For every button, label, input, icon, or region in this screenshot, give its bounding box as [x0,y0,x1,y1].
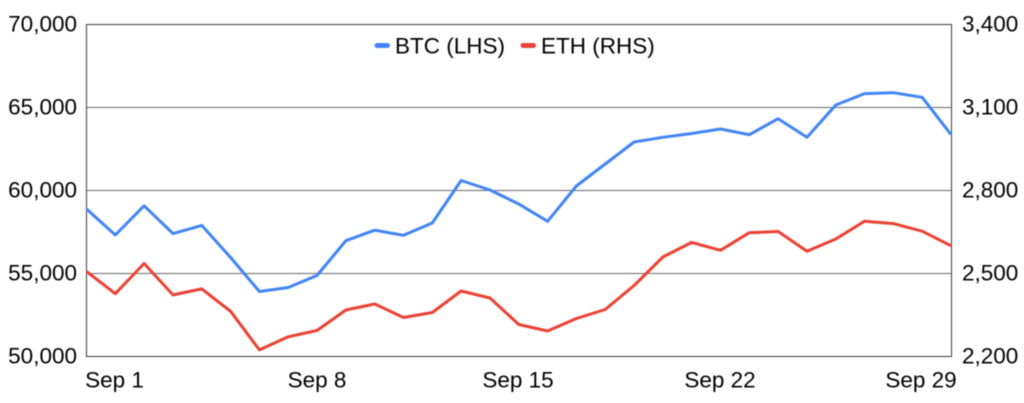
svg-text:3,100: 3,100 [962,94,1018,119]
svg-text:2,200: 2,200 [962,343,1018,368]
svg-text:2,500: 2,500 [962,260,1018,285]
svg-text:Sep 29: Sep 29 [885,368,956,393]
svg-text:50,000: 50,000 [8,343,77,368]
svg-text:Sep 1: Sep 1 [85,368,144,393]
svg-text:Sep 8: Sep 8 [288,368,347,393]
svg-text:65,000: 65,000 [8,94,77,119]
svg-text:ETH (RHS): ETH (RHS) [541,33,655,58]
svg-text:3,400: 3,400 [962,11,1018,36]
svg-text:Sep 15: Sep 15 [482,368,553,393]
svg-text:60,000: 60,000 [8,177,77,202]
svg-text:55,000: 55,000 [8,260,77,285]
svg-text:2,800: 2,800 [962,177,1018,202]
svg-text:Sep 22: Sep 22 [684,368,755,393]
svg-text:70,000: 70,000 [8,11,77,36]
svg-text:BTC (LHS): BTC (LHS) [395,33,505,58]
